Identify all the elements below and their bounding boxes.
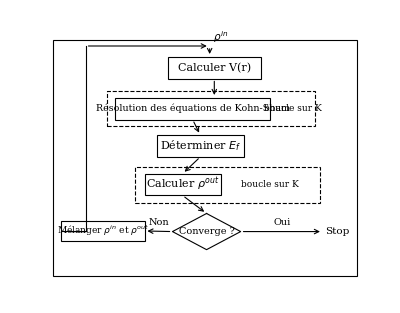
Text: Stop: Stop <box>325 227 350 236</box>
FancyBboxPatch shape <box>144 174 220 195</box>
FancyBboxPatch shape <box>168 57 261 79</box>
Text: Calculer V(r): Calculer V(r) <box>178 63 251 73</box>
FancyBboxPatch shape <box>157 135 244 157</box>
FancyBboxPatch shape <box>115 98 270 120</box>
Text: Converge ?: Converge ? <box>179 227 234 236</box>
Text: Oui: Oui <box>273 218 290 227</box>
Text: boucle sur K: boucle sur K <box>241 180 299 189</box>
Text: boucle sur K: boucle sur K <box>264 104 322 113</box>
Text: Résolution des équations de Kohn-Sham: Résolution des équations de Kohn-Sham <box>96 104 290 113</box>
Text: Calculer $\rho^{out}$: Calculer $\rho^{out}$ <box>146 176 219 193</box>
FancyBboxPatch shape <box>61 221 144 241</box>
Text: $\rho^{in}$: $\rho^{in}$ <box>213 29 228 45</box>
Text: Non: Non <box>148 218 169 227</box>
Text: Mélanger $\rho^{in}$ et $\rho^{out}$: Mélanger $\rho^{in}$ et $\rho^{out}$ <box>56 224 149 238</box>
Text: Déterminer $E_f$: Déterminer $E_f$ <box>160 139 241 153</box>
